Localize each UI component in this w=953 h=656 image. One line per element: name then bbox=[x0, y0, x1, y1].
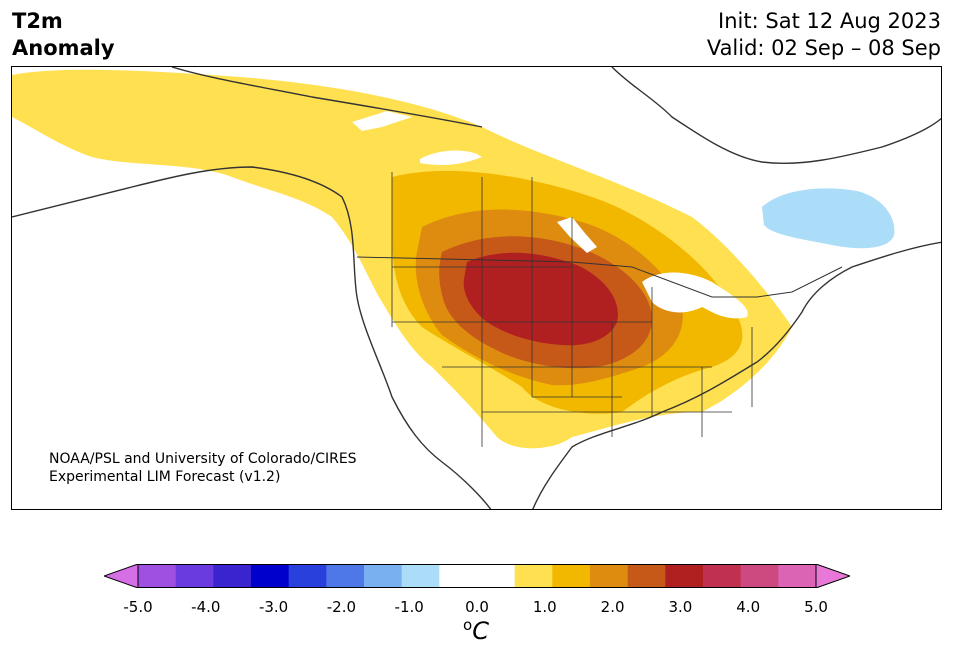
colorbar-segment bbox=[364, 564, 403, 588]
national-border bbox=[356, 256, 843, 298]
colorbar-tick-label: -4.0 bbox=[191, 598, 221, 616]
colorbar-segment bbox=[627, 564, 666, 588]
colorbar-segment bbox=[251, 564, 290, 588]
map-svg bbox=[12, 67, 941, 509]
lake-1 bbox=[352, 111, 412, 131]
colorbar-segment bbox=[514, 564, 553, 588]
colorbar-tick-label: -2.0 bbox=[326, 598, 357, 616]
colorbar-tick-label: 5.0 bbox=[804, 598, 828, 616]
colorbar-segment bbox=[326, 564, 365, 588]
colorbar-tick-label: -1.0 bbox=[394, 598, 424, 616]
colorbar-unit: oC bbox=[463, 616, 489, 645]
colorbar-segment bbox=[740, 564, 779, 588]
colorbar-tick-label: 0.0 bbox=[465, 598, 489, 616]
colorbar bbox=[104, 564, 850, 588]
colorbar-segment bbox=[401, 564, 440, 588]
colorbar-tick-label: -3.0 bbox=[258, 598, 289, 616]
colorbar-segment bbox=[213, 564, 252, 588]
colorbar-segment bbox=[477, 564, 516, 588]
colorbar-segment bbox=[439, 564, 478, 588]
colorbar-extend-high bbox=[815, 564, 850, 588]
title-line-1: T2m bbox=[12, 9, 63, 33]
colorbar-segment bbox=[138, 564, 177, 588]
credit-line-2: Experimental LIM Forecast (v1.2) bbox=[49, 469, 281, 485]
colorbar-segment bbox=[703, 564, 742, 588]
colorbar-tick-label: 3.0 bbox=[668, 598, 693, 616]
credit-line-1: NOAA/PSL and University of Colorado/CIRE… bbox=[49, 451, 357, 467]
anomaly-map bbox=[11, 66, 942, 510]
great-lakes bbox=[642, 272, 748, 319]
colorbar-segment bbox=[552, 564, 591, 588]
colorbar-segment bbox=[590, 564, 629, 588]
colorbar-tick-label: -5.0 bbox=[123, 598, 153, 616]
colorbar-frame bbox=[137, 564, 817, 588]
colorbar-segment bbox=[288, 564, 327, 588]
coastline bbox=[12, 67, 941, 509]
lake-2 bbox=[420, 150, 482, 165]
credit-text: NOAA/PSL and University of Colorado/CIRE… bbox=[49, 450, 357, 486]
colorbar-tick-label: 1.0 bbox=[532, 598, 557, 616]
forecast-dates: Init: Sat 12 Aug 2023 Valid: 02 Sep – 08… bbox=[707, 8, 941, 62]
valid-date: Valid: 02 Sep – 08 Sep bbox=[706, 36, 941, 60]
colorbar-extend-low bbox=[104, 564, 139, 588]
colorbar-tick-label: 4.0 bbox=[736, 598, 761, 616]
unit-label: C bbox=[472, 617, 489, 645]
colorbar-segment bbox=[665, 564, 704, 588]
colorbar-tick-label: 2.0 bbox=[600, 598, 625, 616]
title-line-2: Anomaly bbox=[12, 36, 115, 60]
unit-superscript: o bbox=[463, 616, 473, 634]
lake-3 bbox=[557, 217, 597, 253]
cold-anomaly bbox=[762, 188, 895, 249]
state-borders bbox=[391, 172, 753, 447]
init-date: Init: Sat 12 Aug 2023 bbox=[718, 9, 941, 33]
colorbar-segment bbox=[778, 564, 817, 588]
colorbar-segment bbox=[175, 564, 214, 588]
map-title: T2m Anomaly bbox=[12, 8, 115, 62]
